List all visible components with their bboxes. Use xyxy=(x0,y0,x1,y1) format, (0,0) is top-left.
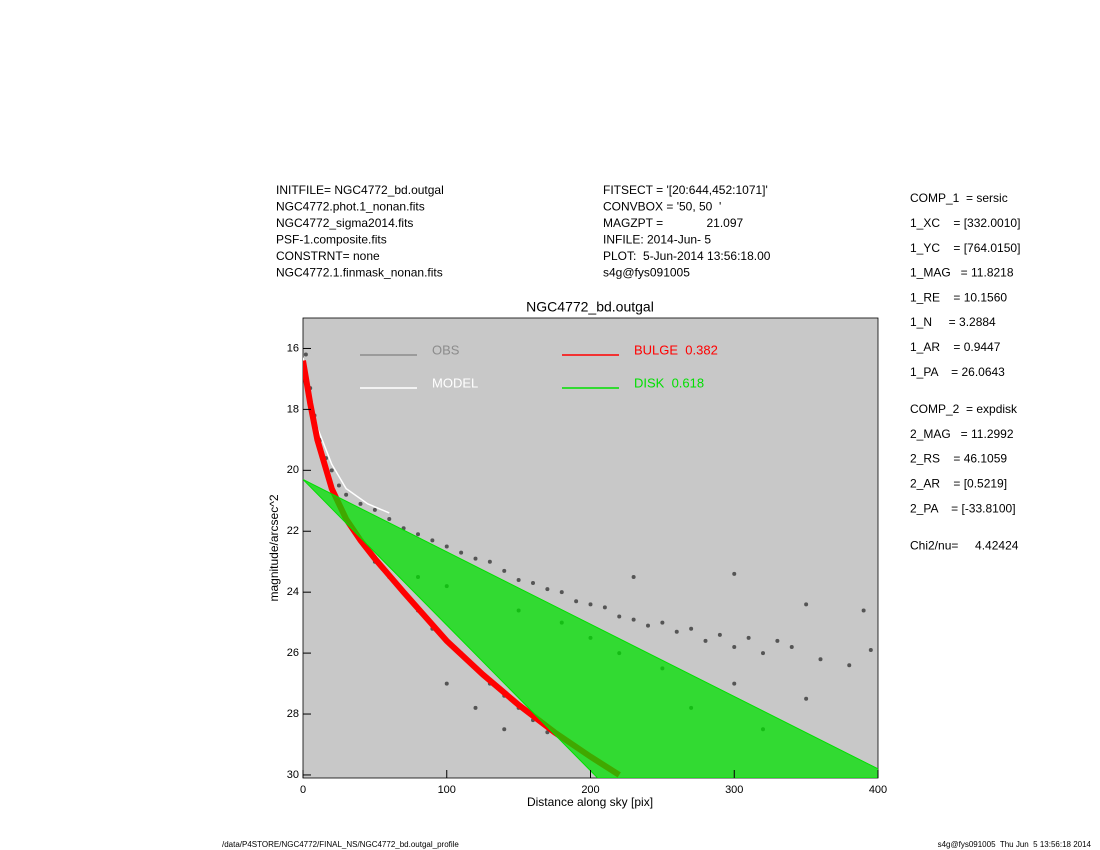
header-line: INITFILE= NGC4772_bd.outgal xyxy=(276,183,444,197)
fit-parameter: 1_AR = 0.9447 xyxy=(910,340,1001,354)
legend-label: MODEL xyxy=(432,375,478,390)
obs-point xyxy=(717,632,722,637)
obs-point xyxy=(703,638,708,643)
obs-point xyxy=(358,501,363,506)
obs-point xyxy=(775,638,780,643)
fit-parameter: COMP_2 = expdisk xyxy=(910,402,1018,416)
obs-point xyxy=(588,602,593,607)
obs-point xyxy=(617,614,622,619)
obs-point xyxy=(344,492,349,497)
disk-band xyxy=(303,479,878,778)
obs-point xyxy=(868,648,873,653)
obs-point xyxy=(502,727,507,732)
x-tick-label: 300 xyxy=(725,784,743,796)
header-line: PSF-1.composite.fits xyxy=(276,233,387,247)
x-tick-label: 200 xyxy=(581,784,599,796)
header-line: INFILE: 2014-Jun- 5 xyxy=(603,233,711,247)
obs-point xyxy=(732,645,737,650)
obs-point xyxy=(761,651,765,656)
y-tick-label: 30 xyxy=(287,769,299,781)
legend-label: BULGE 0.382 xyxy=(634,342,718,357)
y-tick-label: 18 xyxy=(287,403,299,415)
obs-point xyxy=(847,663,852,668)
fit-parameter: 1_RE = 10.1560 xyxy=(910,290,1007,304)
fit-parameter: 1_XC = [332.0010] xyxy=(910,216,1020,230)
obs-point xyxy=(631,617,636,622)
legend-label: OBS xyxy=(432,342,460,357)
x-axis-label: Distance along sky [pix] xyxy=(527,795,653,809)
fit-parameter: 1_N = 3.2884 xyxy=(910,315,996,329)
obs-point xyxy=(732,681,737,686)
footer-stamp: s4g@fys091005 Thu Jun 5 13:56:18 2014 xyxy=(938,840,1092,849)
obs-point xyxy=(646,623,650,628)
fit-parameter: 2_PA = [-33.8100] xyxy=(910,501,1016,515)
obs-point xyxy=(732,571,737,576)
obs-point xyxy=(804,696,809,701)
header-line: FITSECT = '[20:644,452:1071]' xyxy=(603,183,768,197)
obs-point xyxy=(473,556,478,561)
y-axis-label: magnitude/arcsec^2 xyxy=(267,494,281,601)
obs-point xyxy=(559,590,564,595)
obs-point xyxy=(502,568,507,573)
obs-point xyxy=(487,559,492,564)
obs-point xyxy=(789,645,794,650)
obs-point xyxy=(430,538,435,543)
chart-title: NGC4772_bd.outgal xyxy=(526,299,654,315)
fit-parameter: 2_MAG = 11.2992 xyxy=(910,427,1014,441)
fit-parameter: 2_RS = 46.1059 xyxy=(910,452,1007,466)
obs-point xyxy=(303,352,308,357)
obs-point xyxy=(861,608,866,613)
obs-point xyxy=(545,587,550,592)
obs-point xyxy=(660,620,665,625)
x-tick-label: 0 xyxy=(300,784,306,796)
obs-point xyxy=(804,602,809,607)
header-line: s4g@fys091005 xyxy=(603,266,690,280)
y-tick-label: 28 xyxy=(287,708,299,720)
obs-point xyxy=(689,626,694,631)
y-tick-label: 26 xyxy=(287,647,299,659)
fit-parameter: 1_PA = 26.0643 xyxy=(910,365,1005,379)
obs-point xyxy=(574,599,579,604)
fit-parameter: 2_AR = [0.5219] xyxy=(910,476,1007,490)
fit-parameter: COMP_1 = sersic xyxy=(910,191,1008,205)
footer-path: /data/P4STORE/NGC4772/FINAL_NS/NGC4772_b… xyxy=(222,840,459,849)
fit-parameter: 1_YC = [764.0150] xyxy=(910,241,1020,255)
plot-layer xyxy=(303,352,878,778)
fit-parameter: 1_MAG = 11.8218 xyxy=(910,266,1014,280)
obs-point xyxy=(602,605,607,610)
obs-point xyxy=(818,657,823,662)
obs-point xyxy=(473,705,478,710)
header-line: NGC4772_sigma2014.fits xyxy=(276,216,413,230)
obs-point xyxy=(746,635,751,640)
obs-point xyxy=(387,517,392,522)
legend-label: DISK 0.618 xyxy=(634,375,704,390)
header-line: CONVBOX = '50, 50 ' xyxy=(603,200,721,214)
header-line: NGC4772.phot.1_nonan.fits xyxy=(276,200,425,214)
y-tick-label: 16 xyxy=(287,342,299,354)
obs-point xyxy=(336,483,341,488)
x-tick-label: 400 xyxy=(869,784,887,796)
obs-point xyxy=(516,577,521,582)
obs-point xyxy=(372,507,377,512)
obs-point xyxy=(444,681,449,686)
obs-point xyxy=(674,629,679,634)
header-line: NGC4772.1.finmask_nonan.fits xyxy=(276,266,443,280)
fit-parameter: Chi2/nu= 4.42424 xyxy=(910,539,1019,553)
y-tick-label: 22 xyxy=(287,525,299,537)
obs-point xyxy=(459,550,464,555)
header-line: MAGZPT = 21.097 xyxy=(603,216,743,230)
header-line: CONSTRNT= none xyxy=(276,249,380,263)
y-tick-label: 24 xyxy=(287,586,299,598)
y-tick-label: 20 xyxy=(287,464,299,476)
x-tick-label: 100 xyxy=(438,784,456,796)
obs-point xyxy=(631,574,636,579)
obs-point xyxy=(531,581,535,586)
header-line: PLOT: 5-Jun-2014 13:56:18.00 xyxy=(603,249,771,263)
obs-point xyxy=(329,468,334,473)
obs-point xyxy=(444,544,449,549)
obs-point xyxy=(416,532,420,537)
